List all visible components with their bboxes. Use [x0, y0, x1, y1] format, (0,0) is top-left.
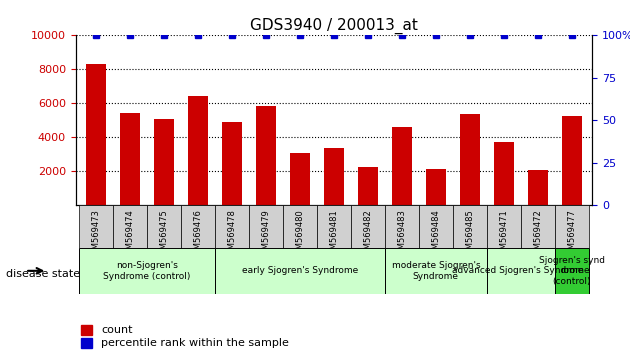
Text: GSM569479: GSM569479: [261, 210, 270, 260]
Text: GSM569483: GSM569483: [398, 210, 406, 261]
FancyBboxPatch shape: [181, 205, 215, 248]
FancyBboxPatch shape: [555, 248, 589, 294]
FancyBboxPatch shape: [317, 205, 351, 248]
Text: GSM569482: GSM569482: [364, 210, 372, 260]
FancyBboxPatch shape: [487, 248, 555, 294]
Bar: [120, 113, 140, 205]
Bar: [561, 116, 582, 205]
FancyBboxPatch shape: [453, 205, 487, 248]
Text: disease state: disease state: [6, 269, 81, 279]
FancyBboxPatch shape: [79, 205, 113, 248]
Text: GSM569484: GSM569484: [432, 210, 440, 260]
Text: advanced Sjogren's Syndrome: advanced Sjogren's Syndrome: [452, 266, 590, 275]
Legend: count, percentile rank within the sample: count, percentile rank within the sample: [81, 325, 289, 348]
FancyBboxPatch shape: [385, 248, 487, 294]
FancyBboxPatch shape: [249, 205, 283, 248]
Bar: [460, 114, 480, 205]
Bar: [256, 106, 276, 205]
FancyBboxPatch shape: [521, 205, 555, 248]
Text: GSM569472: GSM569472: [534, 210, 542, 260]
FancyBboxPatch shape: [79, 248, 215, 294]
Bar: [324, 148, 344, 205]
Bar: [426, 169, 446, 205]
Text: moderate Sjogren's
Syndrome: moderate Sjogren's Syndrome: [392, 261, 480, 280]
Text: GSM569474: GSM569474: [125, 210, 134, 260]
FancyBboxPatch shape: [385, 205, 419, 248]
Bar: [494, 142, 514, 205]
Title: GDS3940 / 200013_at: GDS3940 / 200013_at: [250, 18, 418, 34]
FancyBboxPatch shape: [283, 205, 317, 248]
Bar: [154, 119, 174, 205]
Bar: [290, 154, 310, 205]
Text: GSM569480: GSM569480: [295, 210, 304, 260]
FancyBboxPatch shape: [419, 205, 453, 248]
FancyBboxPatch shape: [215, 205, 249, 248]
Text: non-Sjogren's
Syndrome (control): non-Sjogren's Syndrome (control): [103, 261, 191, 280]
FancyBboxPatch shape: [351, 205, 385, 248]
Text: Sjogren's synd
rome
(control): Sjogren's synd rome (control): [539, 256, 605, 286]
Text: GSM569477: GSM569477: [567, 210, 576, 261]
Bar: [392, 127, 412, 205]
FancyBboxPatch shape: [215, 248, 385, 294]
Text: GSM569478: GSM569478: [227, 210, 236, 261]
Bar: [188, 96, 208, 205]
FancyBboxPatch shape: [487, 205, 521, 248]
Text: GSM569485: GSM569485: [466, 210, 474, 260]
Text: GSM569476: GSM569476: [193, 210, 202, 261]
Bar: [358, 167, 378, 205]
Text: GSM569471: GSM569471: [500, 210, 508, 260]
FancyBboxPatch shape: [113, 205, 147, 248]
Bar: [527, 170, 548, 205]
FancyBboxPatch shape: [147, 205, 181, 248]
FancyBboxPatch shape: [555, 205, 589, 248]
Bar: [86, 64, 106, 205]
Text: early Sjogren's Syndrome: early Sjogren's Syndrome: [242, 266, 358, 275]
Bar: [222, 122, 242, 205]
Text: GSM569481: GSM569481: [329, 210, 338, 260]
Text: GSM569473: GSM569473: [91, 210, 101, 261]
Text: GSM569475: GSM569475: [159, 210, 168, 260]
